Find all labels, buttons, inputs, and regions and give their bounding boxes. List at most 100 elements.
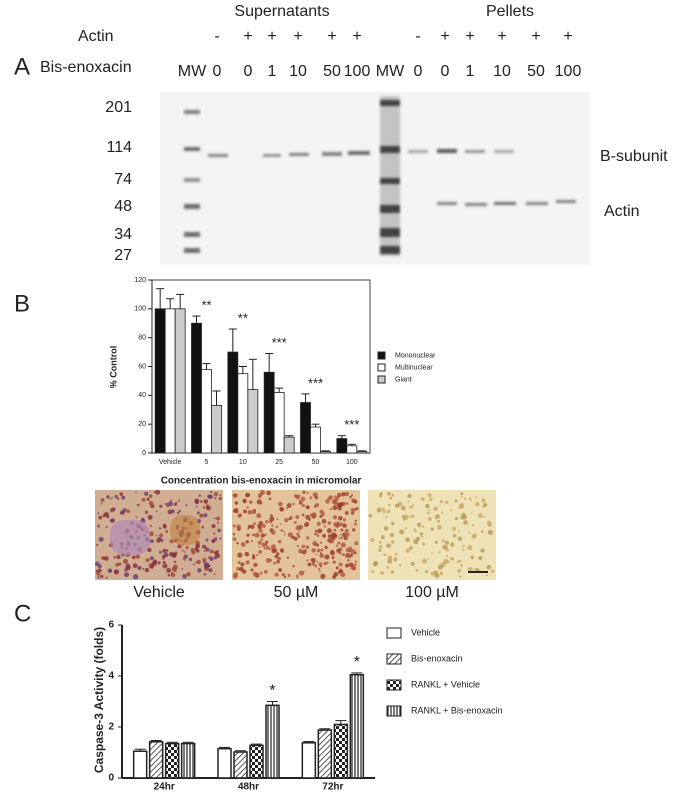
cell — [95, 543, 99, 547]
cell — [342, 518, 346, 522]
cell — [345, 502, 349, 505]
cell — [100, 498, 105, 502]
cell — [319, 570, 321, 573]
cell — [486, 520, 492, 526]
x-tick-label: 48hr — [238, 782, 259, 793]
cell — [246, 533, 250, 537]
annotation: * — [269, 683, 275, 700]
cell — [458, 504, 464, 510]
cell — [324, 545, 328, 549]
cell — [182, 574, 187, 579]
cell — [280, 529, 284, 532]
cell — [97, 512, 100, 515]
cell — [148, 494, 153, 498]
y-tick-label: 2 — [108, 722, 114, 733]
cell — [340, 572, 346, 578]
lane-label: 50 — [527, 63, 545, 80]
cell — [382, 507, 386, 511]
cell — [422, 525, 425, 528]
cell — [388, 503, 391, 507]
cell — [394, 552, 398, 556]
cell — [385, 516, 388, 519]
cell — [430, 571, 435, 576]
mw-label: 114 — [106, 139, 132, 156]
cell — [398, 563, 402, 567]
bar — [336, 438, 348, 454]
cell — [252, 571, 258, 577]
cell — [274, 572, 279, 577]
cell — [286, 503, 292, 508]
cell — [150, 565, 154, 569]
cell — [350, 507, 356, 513]
cell — [311, 557, 316, 563]
cell — [266, 490, 271, 496]
bar — [180, 742, 196, 779]
cell — [97, 564, 102, 569]
cell — [445, 554, 448, 557]
cell — [121, 495, 126, 500]
cell — [203, 513, 208, 518]
lane-label: - — [214, 28, 219, 45]
cell — [299, 551, 302, 554]
cell — [387, 543, 392, 548]
cell — [205, 547, 210, 552]
cell — [341, 492, 346, 497]
cell — [192, 563, 195, 566]
cell — [269, 547, 272, 550]
cell — [332, 575, 337, 579]
cell — [328, 495, 334, 500]
cell — [105, 576, 108, 579]
cell — [144, 510, 148, 514]
cell — [146, 497, 150, 501]
x-tick-label: 100 — [346, 459, 358, 466]
cell — [104, 556, 109, 561]
cell — [323, 561, 327, 566]
cell — [241, 569, 247, 574]
cell — [232, 573, 238, 579]
cell — [434, 540, 438, 544]
cell — [430, 527, 434, 531]
cell — [114, 494, 118, 499]
cell — [376, 507, 382, 513]
cell — [116, 497, 120, 501]
cell — [259, 571, 263, 575]
cell — [315, 553, 318, 556]
cell — [449, 509, 453, 512]
cell — [97, 576, 100, 579]
micrograph-label: Vehicle — [133, 584, 185, 601]
x-tick-label: 24hr — [154, 782, 175, 793]
cell — [240, 542, 246, 547]
legend-label: RANKL + Bis-enoxacin — [411, 705, 502, 715]
cell — [232, 524, 236, 528]
cell — [213, 491, 219, 497]
band-label: B-subunit — [600, 148, 668, 165]
cell — [270, 544, 276, 550]
cell — [380, 535, 385, 540]
cell — [320, 573, 326, 579]
lane-label: MW — [178, 63, 207, 80]
cell — [410, 561, 415, 566]
cell — [283, 531, 286, 533]
cell — [285, 507, 288, 510]
bar — [263, 371, 275, 454]
annotation: *** — [344, 417, 359, 432]
cell — [265, 557, 271, 563]
cell — [413, 528, 416, 531]
legend-swatch — [386, 627, 402, 639]
cell — [487, 529, 493, 535]
mw-label: 34 — [114, 226, 132, 243]
annotation: ** — [238, 310, 248, 325]
cell — [326, 561, 329, 564]
cell — [210, 491, 213, 494]
bar — [301, 742, 317, 779]
cell — [431, 552, 433, 554]
cell — [354, 552, 357, 555]
cell — [101, 556, 104, 560]
cell — [337, 521, 340, 524]
cell — [247, 524, 252, 529]
cell — [283, 575, 287, 579]
cell — [317, 567, 321, 571]
cell — [286, 556, 290, 559]
cell — [443, 558, 449, 564]
y-tick-label: 0 — [142, 450, 146, 457]
